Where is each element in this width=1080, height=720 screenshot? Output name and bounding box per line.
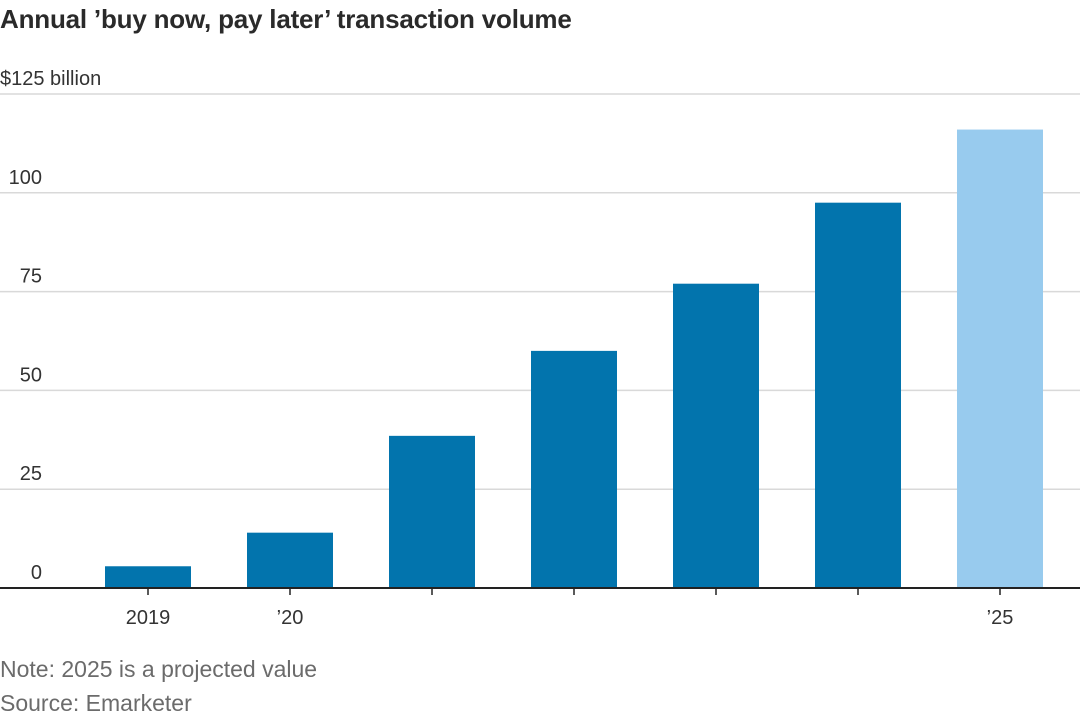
y-axis-labels: 0 25 50 75 100 $125 billion	[0, 68, 101, 584]
bar	[531, 350, 617, 588]
bar	[247, 532, 333, 588]
chart-source: Source: Emarketer	[0, 690, 192, 716]
x-tick-label: 2019	[126, 607, 171, 629]
y-tick-label: $125 billion	[0, 68, 101, 90]
x-axis-labels: 2019 ’20 ’25	[126, 588, 1014, 629]
chart-note: Note: 2025 is a projected value	[0, 656, 318, 682]
bars	[105, 129, 1043, 588]
x-tick-label: ’20	[277, 607, 304, 629]
y-tick-label: 25	[20, 463, 42, 485]
bar	[105, 566, 191, 588]
bar-chart: 0 25 50 75 100 $125 billion 2019 ’20 ’25	[0, 68, 1080, 629]
x-tick-label: ’25	[987, 607, 1014, 629]
bar	[389, 435, 475, 588]
bar	[815, 202, 901, 588]
bar	[673, 283, 759, 588]
y-tick-label: 50	[20, 364, 42, 386]
bar-projected	[957, 129, 1043, 588]
y-tick-label: 100	[9, 167, 42, 189]
y-tick-label: 0	[31, 562, 42, 584]
y-tick-label: 75	[20, 266, 42, 288]
chart-title: Annual ’buy now, pay later’ transaction …	[0, 4, 572, 34]
